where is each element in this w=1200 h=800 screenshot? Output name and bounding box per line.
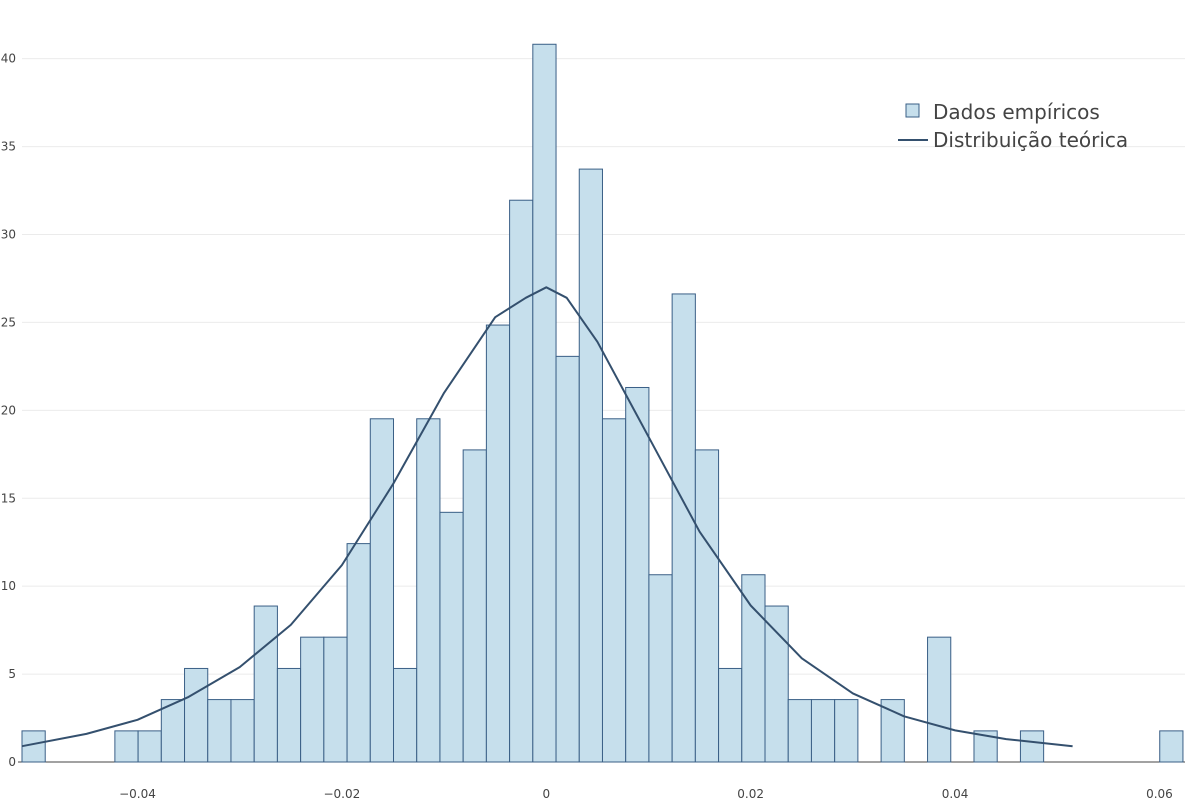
- histogram-bar: [230, 699, 255, 763]
- histogram-bar: [787, 699, 812, 763]
- histogram-bar: [509, 199, 534, 763]
- y-tick-label: 0: [8, 755, 16, 769]
- histogram-bar: [160, 699, 186, 763]
- histogram-bar: [369, 418, 395, 763]
- histogram-bar: [485, 324, 511, 763]
- histogram-bar: [207, 699, 232, 763]
- histogram-bar: [834, 699, 859, 763]
- histogram-bar: [648, 574, 673, 763]
- histogram-bar: [276, 667, 302, 763]
- histogram-bar: [323, 636, 348, 763]
- histogram-bar: [439, 511, 464, 763]
- histogram-bar: [21, 730, 46, 763]
- legend-label-dados-empiricos: Dados empíricos: [933, 100, 1100, 124]
- histogram-bar: [927, 636, 952, 763]
- histogram-bar: [114, 730, 139, 763]
- histogram-bar: [880, 699, 905, 763]
- y-tick-label: 15: [1, 491, 16, 505]
- y-axis: 0 5 10 15 20 25 30 35 40: [1, 52, 16, 769]
- histogram-bar: [555, 355, 580, 763]
- histogram-bar: [300, 636, 325, 763]
- x-axis: −0.04 −0.02 0 0.02 0.04 0.06: [119, 787, 1173, 800]
- x-tick-label: 0.02: [737, 787, 764, 800]
- y-tick-label: 5: [8, 667, 16, 681]
- histogram-bar: [578, 168, 603, 763]
- histogram-bar: [346, 543, 371, 763]
- histogram-bars: [21, 43, 1184, 763]
- theoretical-curve: [21, 286, 1073, 748]
- y-tick-label: 35: [1, 140, 16, 154]
- histogram-bar: [694, 449, 720, 763]
- y-tick-label: 40: [1, 52, 16, 66]
- legend-label-distribuicao-teorica: Distribuição teórica: [933, 128, 1128, 152]
- histogram-bar: [601, 418, 627, 763]
- histogram-bar: [462, 449, 487, 763]
- histogram-bar: [671, 293, 696, 763]
- histogram-bar: [1159, 730, 1184, 763]
- histogram-bar: [973, 730, 998, 763]
- histogram-bar: [718, 667, 743, 763]
- theoretical-distribution-line: [21, 286, 1073, 748]
- x-tick-label: 0: [542, 787, 550, 800]
- histogram-bar: [416, 418, 441, 763]
- histogram-bar: [532, 43, 557, 763]
- x-tick-label: 0.04: [942, 787, 969, 800]
- histogram-bar: [253, 605, 278, 763]
- histogram-bar: [137, 730, 162, 763]
- y-tick-label: 20: [1, 403, 16, 417]
- histogram-bar: [810, 699, 836, 763]
- histogram-bar: [1019, 730, 1045, 763]
- y-tick-label: 10: [1, 579, 16, 593]
- y-tick-label: 25: [1, 315, 16, 329]
- histogram-bar: [764, 605, 789, 763]
- legend: Dados empíricos Distribuição teórica: [898, 100, 1128, 152]
- y-tick-label: 30: [1, 228, 16, 242]
- x-tick-label: −0.04: [119, 787, 156, 800]
- histogram-bar: [625, 386, 650, 763]
- histogram-bar: [184, 667, 209, 763]
- legend-swatch-dados-empiricos: [905, 103, 920, 118]
- x-tick-label: 0.06: [1146, 787, 1173, 800]
- histogram-bar: [741, 574, 766, 763]
- histogram-bar: [393, 667, 418, 763]
- x-tick-label: −0.02: [323, 787, 360, 800]
